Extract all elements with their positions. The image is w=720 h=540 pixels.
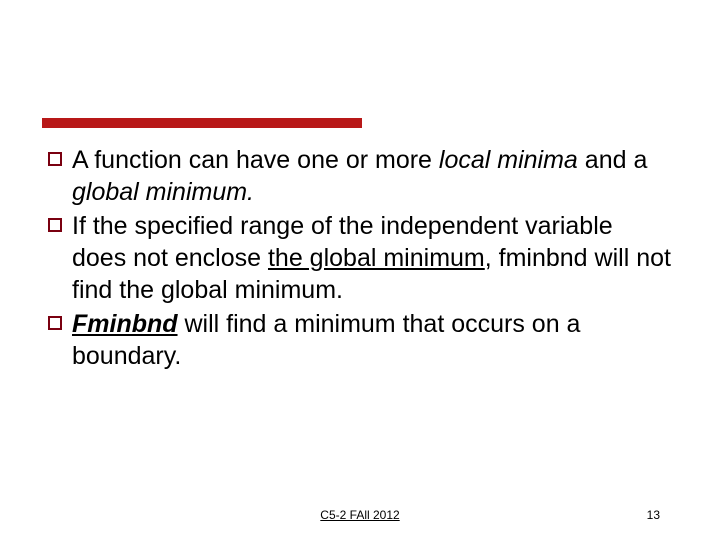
footer-center-text: C5-2 FAll 2012 bbox=[320, 508, 399, 522]
text-run: and a bbox=[578, 146, 648, 174]
bullet-text: A function can have one or more local mi… bbox=[72, 144, 672, 208]
slide-content: A function can have one or more local mi… bbox=[48, 144, 672, 374]
slide-footer: C5-2 FAll 2012 13 bbox=[0, 508, 720, 522]
bullet-item: Fminbnd will find a minimum that occurs … bbox=[48, 308, 672, 372]
text-run-bold-italic-underline: Fminbnd bbox=[72, 310, 178, 338]
text-run-underline: the global minimum bbox=[268, 244, 485, 272]
bullet-box-icon bbox=[48, 218, 62, 232]
bullet-text: Fminbnd will find a minimum that occurs … bbox=[72, 308, 672, 372]
page-number: 13 bbox=[647, 508, 660, 522]
bullet-box-icon bbox=[48, 316, 62, 330]
bullet-item: A function can have one or more local mi… bbox=[48, 144, 672, 208]
text-run-italic: local minima bbox=[439, 146, 578, 174]
bullet-box-icon bbox=[48, 152, 62, 166]
bullet-text: If the specified range of the independen… bbox=[72, 210, 672, 306]
text-run-italic: global minimum. bbox=[72, 178, 254, 206]
text-run: A function can have one or more bbox=[72, 146, 439, 174]
bullet-item: If the specified range of the independen… bbox=[48, 210, 672, 306]
title-accent-bar bbox=[42, 118, 362, 128]
